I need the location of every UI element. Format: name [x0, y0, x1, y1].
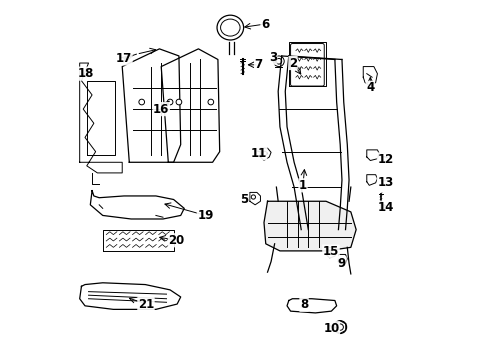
Polygon shape: [363, 67, 377, 86]
Ellipse shape: [220, 19, 240, 36]
Text: 13: 13: [377, 176, 393, 189]
Polygon shape: [80, 63, 122, 173]
Polygon shape: [366, 175, 377, 185]
Polygon shape: [102, 230, 173, 251]
Polygon shape: [264, 201, 355, 251]
Polygon shape: [366, 150, 378, 161]
Circle shape: [207, 99, 213, 105]
Circle shape: [273, 56, 284, 67]
Circle shape: [262, 151, 266, 156]
FancyBboxPatch shape: [290, 44, 324, 86]
Polygon shape: [122, 49, 181, 162]
Text: 2: 2: [288, 57, 297, 69]
Text: 8: 8: [299, 298, 307, 311]
Text: 17: 17: [116, 52, 132, 65]
Circle shape: [333, 321, 346, 333]
Polygon shape: [338, 255, 346, 266]
Text: 6: 6: [261, 18, 268, 31]
Circle shape: [251, 195, 255, 199]
Circle shape: [336, 324, 343, 330]
Ellipse shape: [217, 15, 243, 40]
Text: 15: 15: [322, 245, 339, 258]
Text: 7: 7: [254, 58, 262, 71]
Text: 1: 1: [298, 179, 306, 192]
Polygon shape: [80, 283, 181, 309]
Circle shape: [167, 99, 173, 105]
Text: 16: 16: [153, 103, 169, 116]
Text: 11: 11: [250, 147, 266, 160]
Text: 19: 19: [197, 209, 213, 222]
Text: 9: 9: [337, 257, 346, 270]
Polygon shape: [249, 192, 260, 205]
Text: 10: 10: [323, 321, 339, 335]
Text: 12: 12: [377, 153, 393, 166]
Text: 18: 18: [78, 67, 94, 80]
Text: 14: 14: [377, 201, 393, 214]
Circle shape: [176, 99, 182, 105]
Circle shape: [276, 58, 281, 64]
Text: 4: 4: [366, 81, 374, 94]
Text: 20: 20: [168, 234, 184, 247]
Text: 3: 3: [268, 51, 276, 64]
Circle shape: [139, 99, 144, 105]
Polygon shape: [286, 299, 336, 313]
Text: 5: 5: [240, 193, 248, 206]
Polygon shape: [260, 148, 270, 161]
Polygon shape: [325, 247, 336, 258]
Polygon shape: [161, 49, 219, 162]
Polygon shape: [90, 191, 184, 219]
Text: 21: 21: [138, 298, 154, 311]
